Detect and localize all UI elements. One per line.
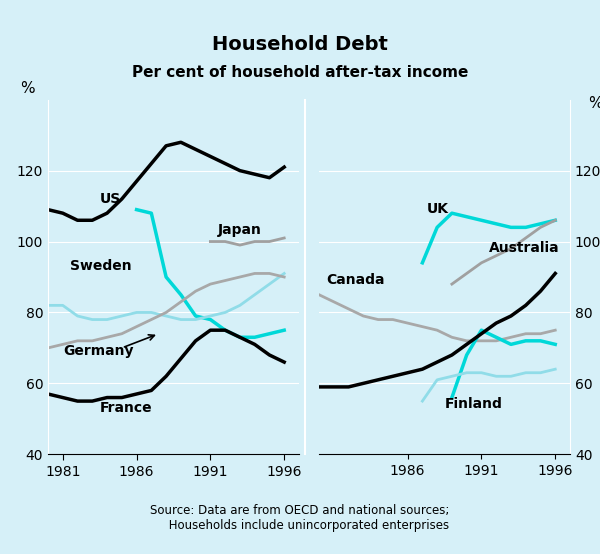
Text: US: US (100, 192, 121, 206)
Y-axis label: %: % (20, 81, 35, 96)
Text: Australia: Australia (489, 241, 559, 255)
Text: Finland: Finland (445, 397, 502, 411)
Text: Germany: Germany (63, 344, 133, 358)
Text: Per cent of household after-tax income: Per cent of household after-tax income (132, 64, 468, 80)
Text: Japan: Japan (218, 223, 262, 238)
Text: Sweden: Sweden (70, 259, 132, 273)
Y-axis label: %: % (588, 96, 600, 111)
Text: France: France (100, 401, 152, 415)
Text: UK: UK (427, 202, 449, 216)
Text: Source: Data are from OECD and national sources;
     Households include unincor: Source: Data are from OECD and national … (151, 504, 449, 532)
Text: Canada: Canada (326, 273, 385, 287)
Text: Household Debt: Household Debt (212, 35, 388, 54)
